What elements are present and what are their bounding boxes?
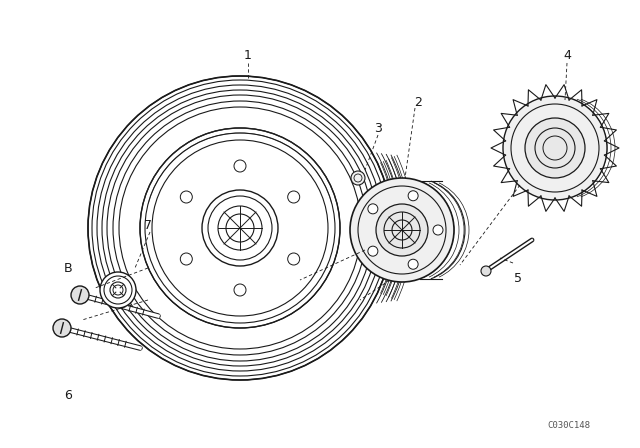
Text: 6: 6 [64, 388, 72, 401]
Ellipse shape [88, 76, 392, 380]
Ellipse shape [408, 191, 418, 201]
Ellipse shape [288, 253, 300, 265]
Ellipse shape [368, 246, 378, 256]
Ellipse shape [202, 190, 278, 266]
Ellipse shape [525, 118, 585, 178]
Ellipse shape [433, 225, 443, 235]
Text: B: B [64, 262, 72, 275]
Ellipse shape [234, 160, 246, 172]
Ellipse shape [481, 266, 491, 276]
Text: C030C148: C030C148 [547, 421, 590, 430]
Ellipse shape [71, 286, 89, 304]
Ellipse shape [140, 128, 340, 328]
Ellipse shape [180, 191, 192, 203]
Ellipse shape [288, 191, 300, 203]
Text: 5: 5 [514, 271, 522, 284]
Text: 2: 2 [414, 95, 422, 108]
Ellipse shape [376, 204, 428, 256]
Ellipse shape [503, 96, 607, 200]
Ellipse shape [100, 272, 136, 308]
Ellipse shape [350, 178, 454, 282]
Text: 1: 1 [244, 48, 252, 61]
Ellipse shape [408, 259, 418, 269]
Ellipse shape [368, 204, 378, 214]
Text: 4: 4 [563, 48, 571, 61]
Text: 3: 3 [374, 121, 382, 134]
Ellipse shape [234, 284, 246, 296]
Ellipse shape [351, 171, 365, 185]
Ellipse shape [53, 319, 71, 337]
Text: 7: 7 [144, 219, 152, 232]
Ellipse shape [180, 253, 192, 265]
